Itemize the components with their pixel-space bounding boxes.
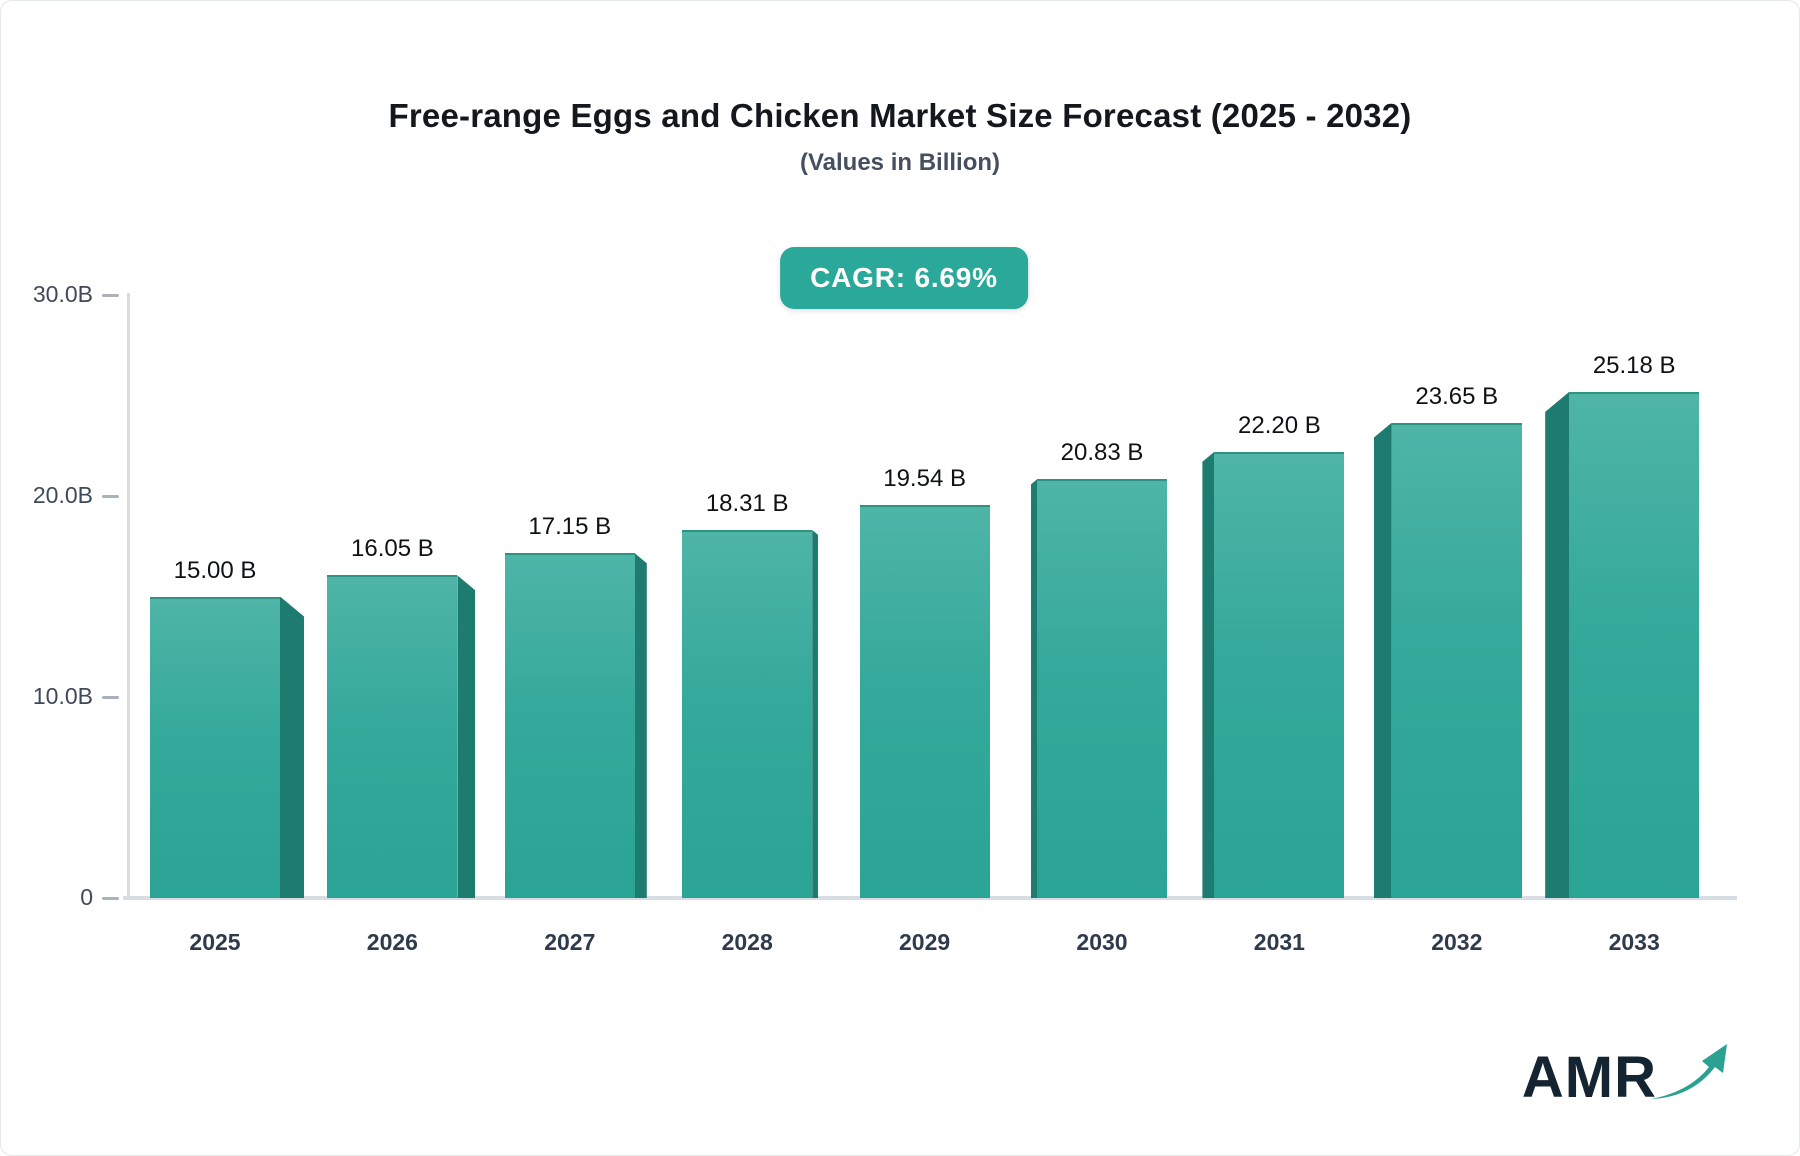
bar-side-face	[1031, 479, 1037, 898]
bar-face	[504, 553, 635, 898]
bar-value-label: 17.15 B	[528, 513, 612, 541]
bar-side-face	[634, 553, 647, 898]
y-axis-tick	[102, 897, 119, 900]
bar-value-label: 22.20 B	[1238, 411, 1321, 439]
bar-side-face	[1373, 422, 1392, 898]
y-axis-tick	[102, 696, 119, 699]
bar-face	[1037, 479, 1167, 898]
bar-value-label: 19.54 B	[883, 465, 966, 493]
bar-face	[1391, 422, 1522, 898]
y-axis-label: 10.0B	[32, 683, 93, 709]
bar-side-face	[280, 596, 304, 898]
chart-title: Free-range Eggs and Chicken Market Size …	[388, 97, 1412, 134]
bar-side-face	[1545, 391, 1570, 898]
x-axis-label: 2031	[1253, 929, 1305, 955]
plot-area: 30.0B 20.0B 10.0B 0 15.00 B 2025 16.05 B 2026 17…	[33, 281, 1739, 955]
bar-value-label: 18.31 B	[705, 489, 789, 517]
bar-value-label: 15.00 B	[173, 556, 257, 584]
bar-value-label: 25.18 B	[1592, 351, 1676, 379]
x-axis-label: 2026	[366, 929, 418, 955]
y-axis-label: 30.0B	[32, 281, 93, 307]
x-axis-label: 2033	[1608, 929, 1660, 955]
x-axis-label: 2032	[1431, 929, 1483, 955]
bar-side-face	[812, 529, 819, 898]
bar-side-face	[457, 575, 476, 898]
bar-side-face	[1202, 451, 1215, 898]
brand-logo: AMR	[1522, 1041, 1729, 1107]
bar-value-label: 23.65 B	[1415, 382, 1499, 410]
y-axis-line	[127, 293, 130, 900]
chart-subtitle: (Values in Billion)	[799, 149, 1001, 176]
x-axis-line	[123, 896, 1737, 900]
x-axis-label: 2029	[899, 929, 951, 955]
cagr-badge: CAGR: 6.69%	[780, 247, 1028, 309]
bar-face	[1569, 391, 1700, 898]
bar-value-label: 20.83 B	[1060, 439, 1144, 467]
x-axis-label: 2028	[721, 929, 773, 955]
growth-arrow-icon	[1651, 1044, 1727, 1099]
y-axis-label: 0	[80, 884, 93, 910]
y-axis-label: 20.0B	[32, 482, 93, 508]
bar-face	[859, 505, 990, 898]
x-axis-label: 2025	[189, 929, 241, 955]
bar-face	[682, 529, 813, 898]
bar-face	[1214, 451, 1345, 898]
x-axis-label: 2030	[1076, 929, 1128, 955]
brand-logo-text: AMR	[1521, 1045, 1657, 1110]
bar-value-label: 16.05 B	[351, 535, 434, 563]
bar-face	[327, 575, 458, 898]
y-axis-tick	[102, 294, 119, 297]
x-axis-label: 2027	[544, 929, 596, 955]
y-axis-tick	[102, 495, 119, 498]
bar-face	[150, 596, 280, 898]
